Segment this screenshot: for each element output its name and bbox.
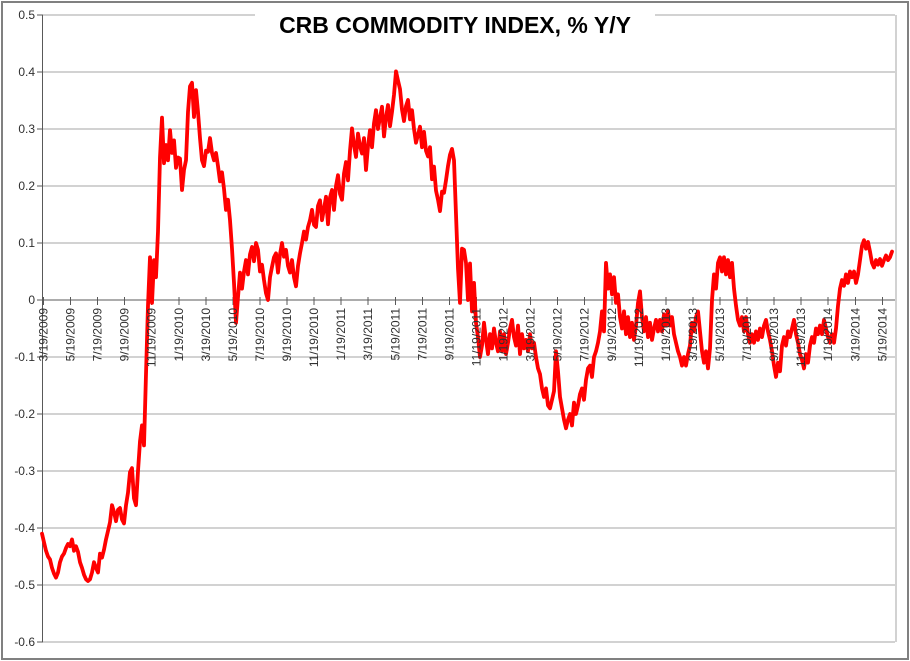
crb-series-line xyxy=(40,69,894,583)
x-tick-label: 11/19/2012 xyxy=(632,308,646,367)
y-tick-label: 0.2 xyxy=(18,179,35,193)
x-tick-label: 7/19/2009 xyxy=(91,308,105,362)
x-tick-label: 7/19/2013 xyxy=(740,308,754,362)
x-tick-label: 9/19/2010 xyxy=(280,308,294,362)
x-tick-label: 5/19/2012 xyxy=(551,308,565,362)
y-tick-label: -0.4 xyxy=(14,521,35,535)
x-tick-label: 9/19/2009 xyxy=(118,308,132,362)
y-tick-label: -0.3 xyxy=(14,464,35,478)
x-tick-label: 7/19/2012 xyxy=(578,308,592,362)
x-tick-label: 3/19/2013 xyxy=(686,308,700,362)
x-tick-label: 11/19/2011 xyxy=(469,308,483,367)
y-tick-label: 0.5 xyxy=(18,8,35,22)
x-tick-label: 3/19/2011 xyxy=(361,308,375,361)
y-tick-label: 0.3 xyxy=(18,122,35,136)
x-tick-label: 11/19/2013 xyxy=(794,308,808,367)
y-tick-label: -0.1 xyxy=(14,350,35,364)
x-tick-label: 1/19/2011 xyxy=(334,308,348,361)
series-line xyxy=(40,69,894,583)
y-tick-label: -0.2 xyxy=(14,407,35,421)
x-tick-label: 5/19/2011 xyxy=(388,308,402,361)
x-tick-label: 3/19/2010 xyxy=(199,308,213,362)
x-tick-label: 3/19/2012 xyxy=(524,308,538,362)
chart-title: CRB COMMODITY INDEX, % Y/Y xyxy=(255,10,655,40)
x-tick-label: 9/19/2012 xyxy=(605,308,619,362)
x-tick-label: 5/19/2014 xyxy=(875,308,889,362)
x-tick-label: 11/19/2009 xyxy=(145,308,159,367)
x-tick-label: 1/19/2014 xyxy=(821,308,835,362)
axis-labels: 0.5 0.4 0.3 0.2 0.1 0 -0.1 -0.2 -0.3 -0.4 -0.5 -0.6… xyxy=(14,8,889,649)
x-tick-label: 1/19/2012 xyxy=(497,308,511,362)
y-tick-label: 0.4 xyxy=(18,65,35,79)
y-tick-label: 0 xyxy=(28,293,35,307)
x-tick-label: 7/19/2010 xyxy=(253,308,267,362)
x-tick-label: 1/19/2013 xyxy=(659,308,673,362)
x-tick-label: 7/19/2011 xyxy=(415,308,429,361)
x-tick-label: 9/19/2013 xyxy=(767,308,781,362)
x-tick-label: 9/19/2011 xyxy=(442,308,456,361)
x-tick-label: 1/19/2010 xyxy=(172,308,186,362)
y-tick-label: -0.6 xyxy=(14,635,35,649)
x-tick-label: 3/19/2014 xyxy=(848,308,862,362)
y-tick-label: -0.5 xyxy=(14,578,35,592)
y-tick-label: 0.1 xyxy=(18,236,35,250)
x-tick-label: 11/19/2010 xyxy=(307,308,321,367)
x-tick-label: 5/19/2010 xyxy=(226,308,240,362)
x-tick-label: 5/19/2009 xyxy=(64,308,78,362)
x-tick-label: 5/19/2013 xyxy=(713,308,727,362)
x-tick-label: 3/19/2009 xyxy=(37,308,51,362)
